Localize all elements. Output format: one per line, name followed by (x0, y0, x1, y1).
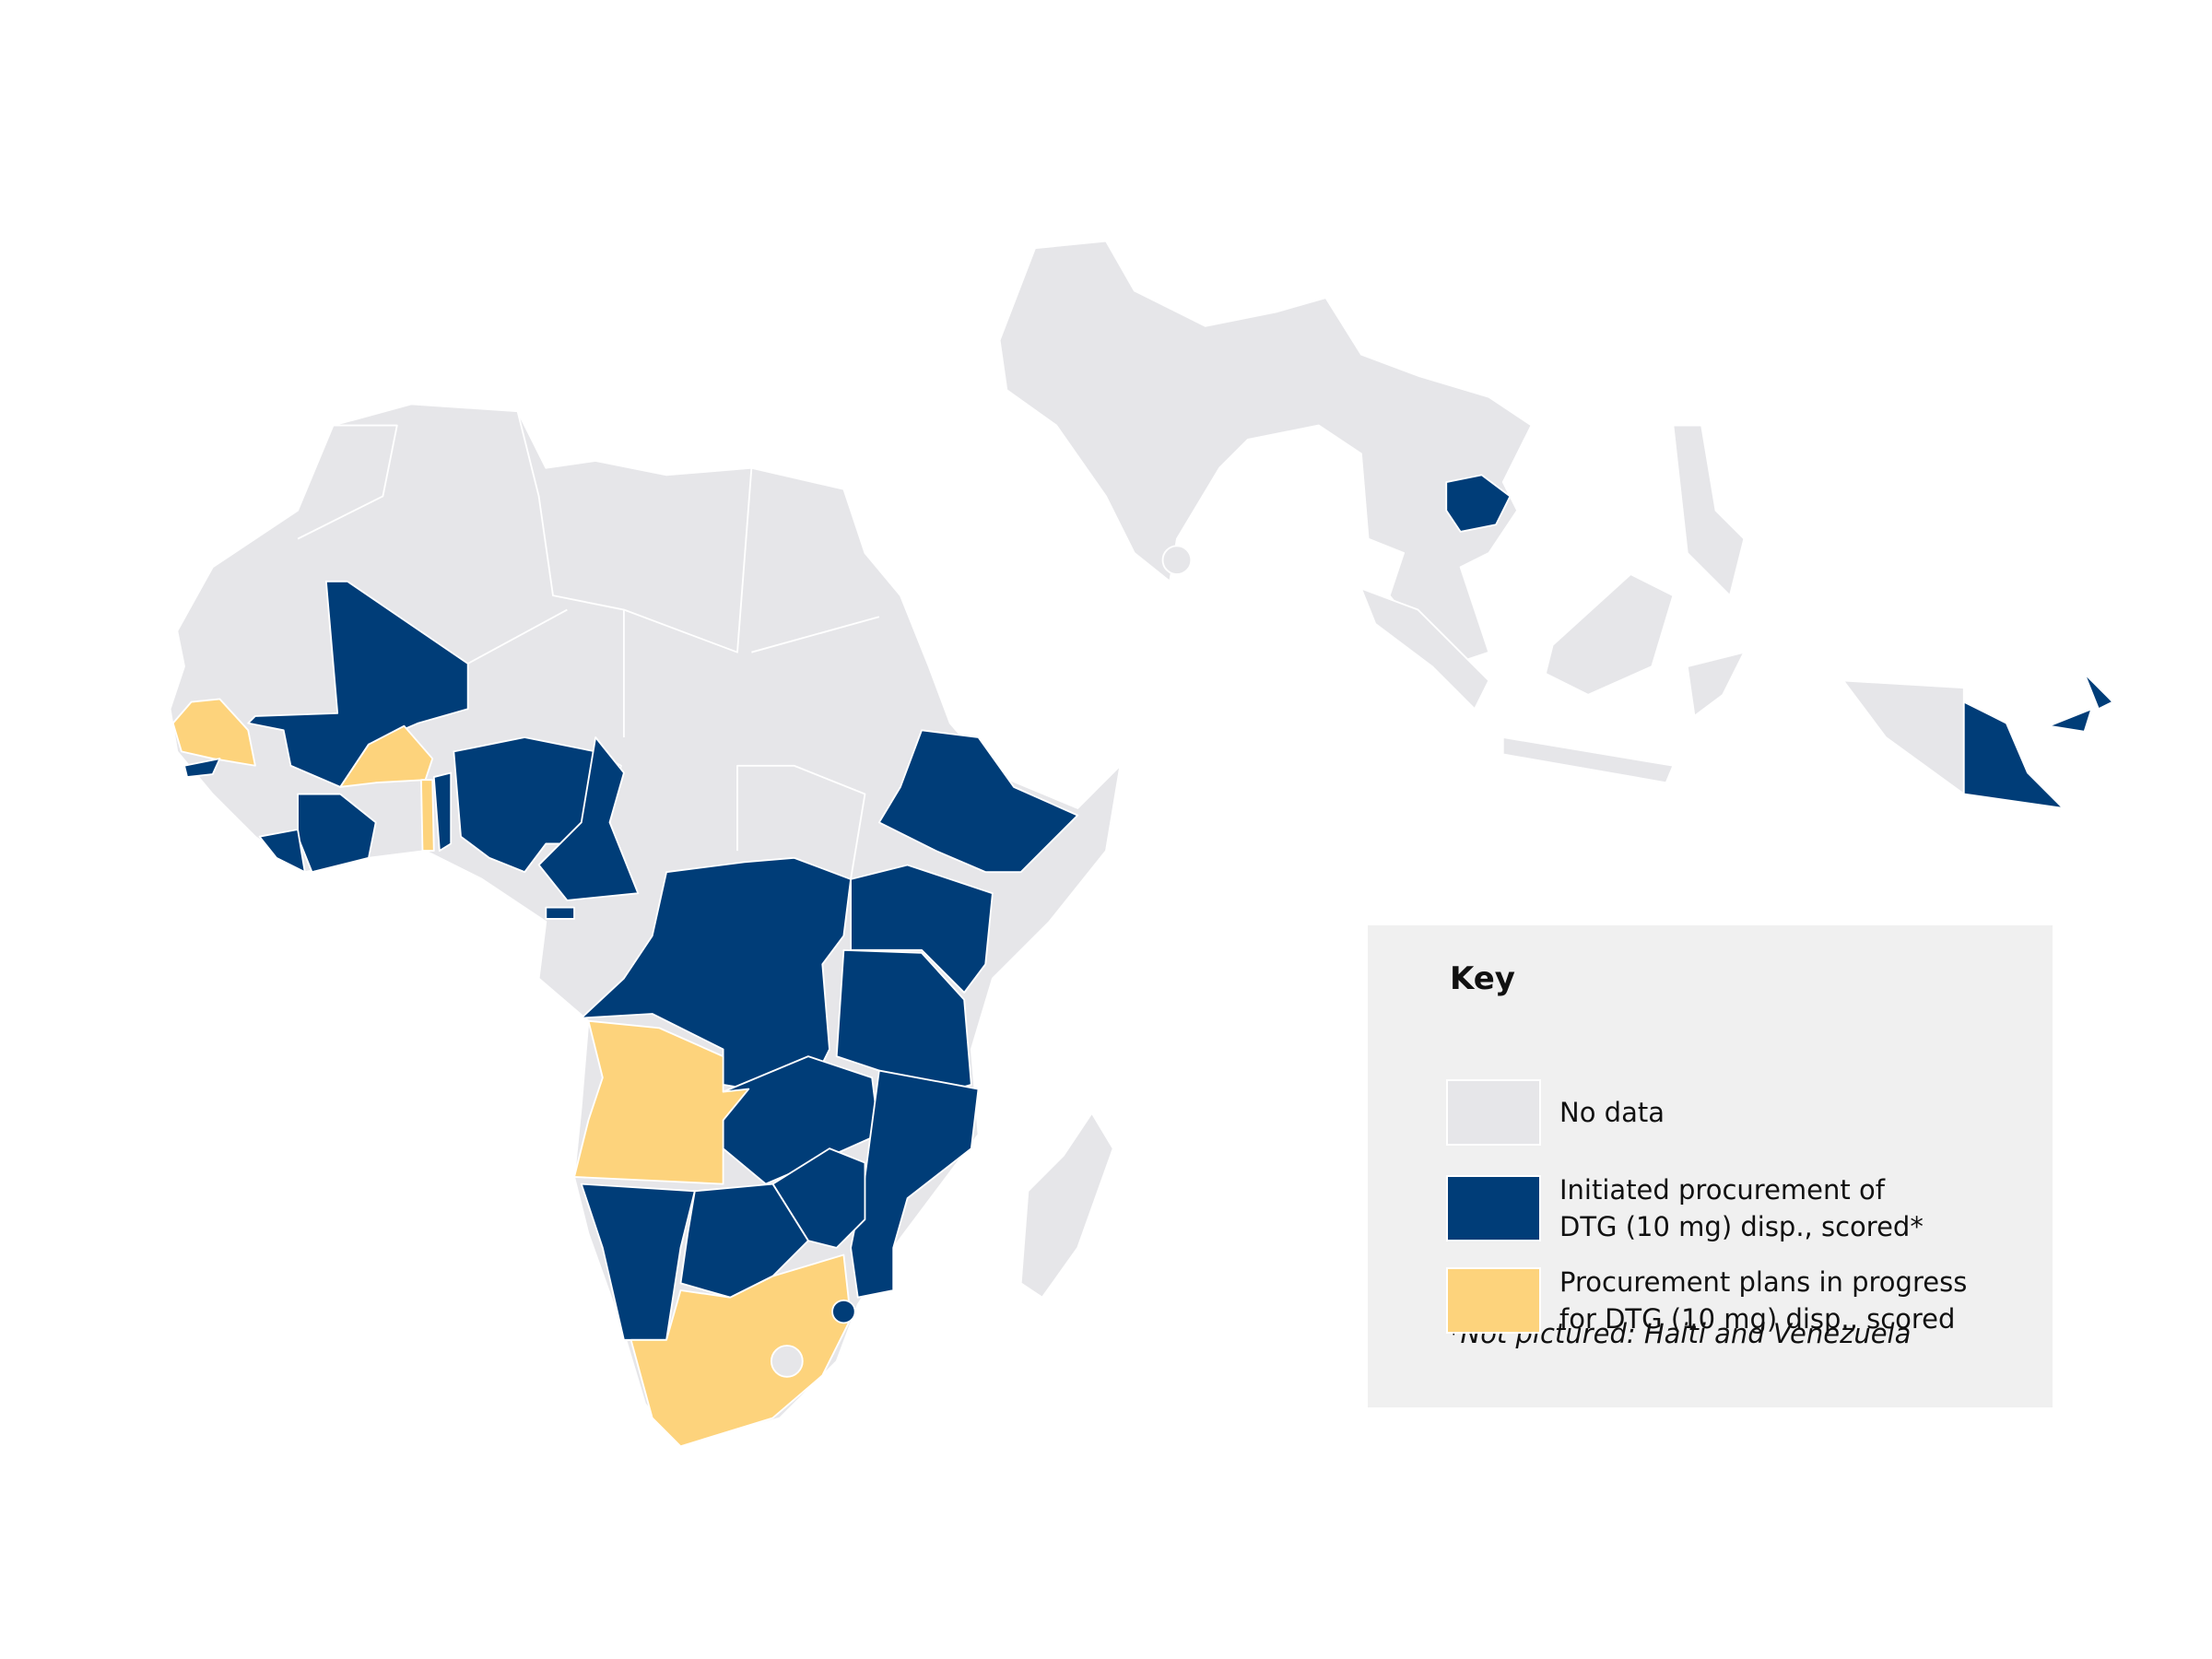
country (1501, 736, 1675, 784)
country (771, 1345, 804, 1378)
legend-swatch (1446, 1079, 1541, 1146)
country (339, 724, 434, 788)
legend-label: Procurement plans in progress for DTG (10… (1559, 1264, 1967, 1337)
legend-label: No data (1559, 1094, 1665, 1131)
country (432, 771, 453, 852)
country (1019, 1112, 1114, 1299)
legend-label-line: DTG (10 mg) disp., scored* (1559, 1211, 1924, 1242)
legend-label: Initiated procurement of DTG (10 mg) disp… (1559, 1171, 1924, 1245)
country (183, 758, 221, 778)
legend-item: Initiated procurement of DTG (10 mg) disp… (1446, 1174, 1924, 1242)
country (1545, 573, 1675, 696)
country (545, 906, 576, 920)
country (1686, 651, 1746, 717)
legend-label-line: for DTG (10 mg) disp., scored (1559, 1303, 1956, 1335)
country (1161, 545, 1193, 575)
country (629, 1253, 852, 1448)
country (722, 1055, 880, 1185)
country (1962, 700, 2065, 809)
country (171, 698, 256, 767)
country (2083, 672, 2114, 711)
legend-title: Key (1450, 960, 1515, 997)
legend-swatch (1446, 1175, 1541, 1241)
country (2048, 708, 2093, 733)
country (1672, 424, 1746, 597)
legend-label-line: Initiated procurement of (1559, 1174, 1885, 1206)
legend-swatch (1446, 1267, 1541, 1334)
country (1445, 474, 1512, 533)
legend: Key *Not pictured: Haiti and Venezuela N… (1368, 925, 2053, 1407)
country (877, 729, 1079, 874)
country (1360, 587, 1490, 711)
country (537, 736, 640, 901)
country (420, 779, 435, 853)
legend-label-line: No data (1559, 1097, 1665, 1128)
legend-item: No data (1446, 1078, 1665, 1147)
country-border (297, 410, 880, 879)
country (258, 829, 306, 874)
country (1842, 679, 1965, 795)
legend-item: Procurement plans in progress for DTG (10… (1446, 1266, 1967, 1335)
country (831, 1299, 856, 1324)
asia-land (998, 240, 1533, 667)
legend-label-line: Procurement plans in progress (1559, 1266, 1968, 1298)
country (573, 1019, 750, 1185)
